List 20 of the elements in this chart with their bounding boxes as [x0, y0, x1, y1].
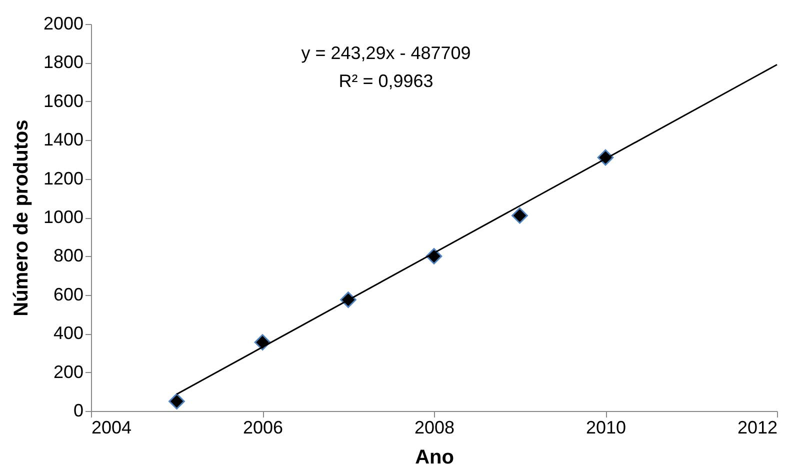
x-tick-label: 2006 [242, 418, 284, 438]
y-tick-label: 400 [53, 323, 84, 344]
y-tick-label: 1000 [43, 207, 84, 227]
x-tick-label: 2010 [586, 418, 626, 438]
y-tick-label: 200 [53, 362, 84, 382]
annotation: R² = 0,9963 [338, 71, 434, 91]
x-axis-title: Ano [415, 446, 454, 468]
y-tick-label: 0 [73, 400, 84, 420]
x-tick-label: 2012 [737, 418, 778, 438]
y-tick-label: 1600 [43, 90, 84, 111]
y-tick-label: 1800 [43, 52, 84, 72]
x-tick-label: 2008 [414, 418, 455, 438]
y-tick-label: 1200 [43, 168, 84, 188]
y-tick-label: 2000 [43, 14, 84, 34]
y-tick-label: 1400 [43, 130, 84, 150]
y-axis-title: Número de produtos [10, 120, 32, 316]
y-tick-label: 800 [53, 246, 84, 266]
y-tick-label: 600 [53, 284, 84, 304]
x-tick-label: 2004 [92, 418, 132, 438]
annotation: y = 243,29x - 487709 [301, 43, 471, 63]
